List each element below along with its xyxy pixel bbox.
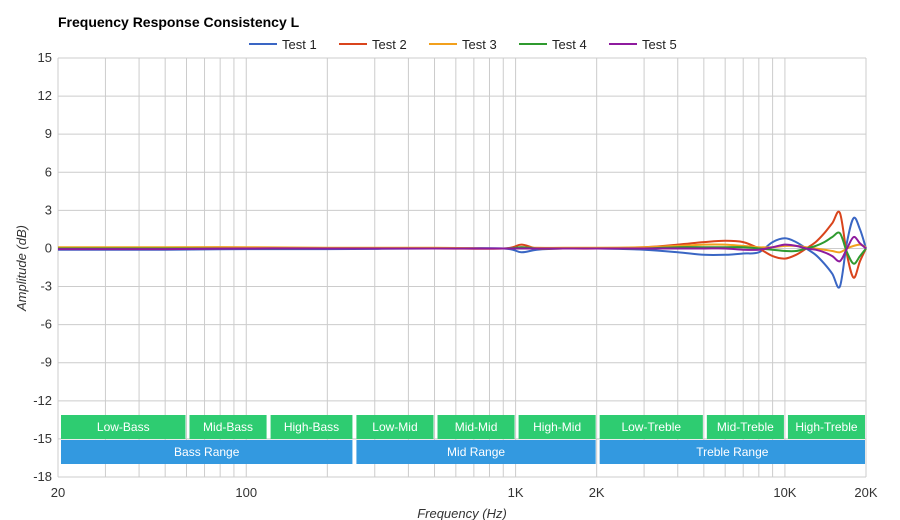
- x-tick-label: 2K: [589, 485, 605, 500]
- y-tick-label: -15: [33, 431, 52, 446]
- y-tick-label: -3: [40, 279, 52, 294]
- y-tick-label: 9: [45, 126, 52, 141]
- range-band-label: Mid-Bass: [203, 420, 253, 434]
- range-band: [706, 415, 784, 439]
- range-band: [189, 415, 267, 439]
- range-band-label: Bass Range: [174, 445, 240, 459]
- range-band-label: Mid-Treble: [717, 420, 774, 434]
- x-tick-label: 20: [51, 485, 65, 500]
- range-bands: Low-Bass Mid-Bass High-Bass Low-Mid Mid-Mid H…: [61, 415, 865, 464]
- range-band-label: Low-Treble: [621, 420, 681, 434]
- range-band: [356, 440, 596, 464]
- y-tick-label: 3: [45, 202, 52, 217]
- range-band-label: Mid Range: [447, 445, 505, 459]
- range-band-label: Mid-Mid: [455, 420, 498, 434]
- x-tick-label: 10K: [773, 485, 796, 500]
- range-band: [270, 415, 353, 439]
- range-band: [61, 440, 353, 464]
- range-band: [599, 440, 865, 464]
- x-tick-label: 1K: [508, 485, 524, 500]
- series-line-test-2: [58, 210, 867, 279]
- y-axis-label: Amplitude (dB): [14, 225, 29, 312]
- series-line-test-5: [57, 235, 867, 263]
- range-band: [599, 415, 703, 439]
- legend-label: Test 5: [642, 37, 677, 52]
- y-tick-label: -9: [40, 355, 52, 370]
- range-band: [437, 415, 515, 439]
- y-tick-label: 0: [45, 240, 52, 255]
- y-tick-label: 6: [45, 164, 52, 179]
- x-tick-label: 100: [235, 485, 257, 500]
- y-tick-label: 15: [38, 50, 52, 65]
- range-band: [356, 415, 434, 439]
- y-tick-label: -18: [33, 469, 52, 484]
- x-axis-label: Frequency (Hz): [417, 506, 507, 520]
- range-band-label: High-Treble: [795, 420, 858, 434]
- chart-title: Frequency Response Consistency L: [58, 14, 300, 30]
- range-band-label: Low-Bass: [97, 420, 150, 434]
- y-tick-label: 12: [38, 88, 52, 103]
- range-band-label: High-Mid: [533, 420, 581, 434]
- legend: Test 1 Test 2 Test 3 Test 4 Test 5: [249, 37, 677, 52]
- range-band: [787, 415, 865, 439]
- y-tick-label: -12: [33, 393, 52, 408]
- range-band-label: Low-Mid: [372, 420, 417, 434]
- series-lines: [57, 210, 867, 289]
- legend-label: Test 2: [372, 37, 407, 52]
- range-band-label: Treble Range: [696, 445, 769, 459]
- legend-label: Test 4: [552, 37, 587, 52]
- range-band-label: High-Bass: [284, 420, 339, 434]
- legend-label: Test 3: [462, 37, 497, 52]
- x-tick-label: 20K: [854, 485, 877, 500]
- grid-lines: [57, 57, 867, 478]
- range-band: [61, 415, 186, 439]
- range-band: [518, 415, 596, 439]
- legend-label: Test 1: [282, 37, 317, 52]
- series-line-test-1: [57, 216, 867, 289]
- y-tick-label: -6: [40, 317, 52, 332]
